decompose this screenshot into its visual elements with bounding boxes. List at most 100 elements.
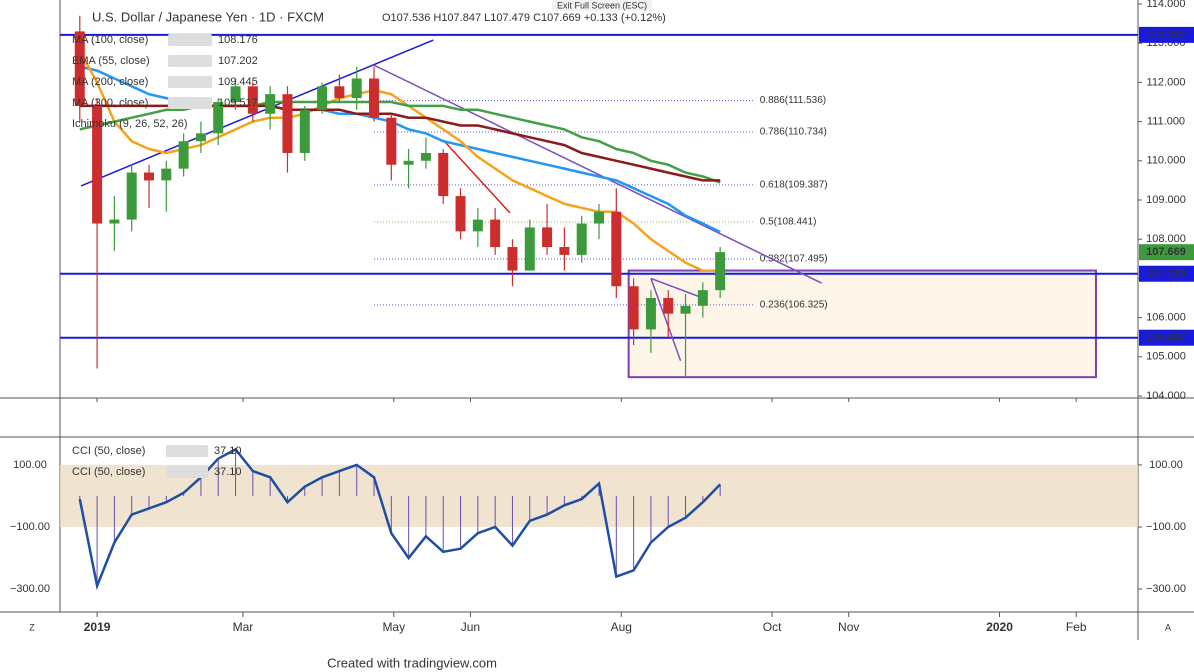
candle-body	[628, 286, 639, 330]
candle-body	[109, 219, 120, 224]
range-box	[627, 269, 1097, 379]
trendline	[650, 278, 682, 361]
candle-body	[715, 252, 726, 291]
candle-body	[178, 141, 189, 169]
y-tick-label-left: −300.00	[10, 583, 50, 595]
exit-text[interactable]: Exit Full Screen (ESC)	[557, 0, 647, 10]
candle-body	[559, 247, 570, 255]
candle-body	[144, 172, 155, 181]
y-tick-label: −300.00	[1146, 583, 1186, 595]
candle-body	[507, 247, 518, 271]
candle-body	[351, 78, 362, 99]
candle-body	[265, 94, 276, 114]
candle-body	[282, 94, 293, 153]
y-tick-label-left: −100.00	[10, 521, 50, 533]
fib-label: 0.5(108.441)	[760, 217, 817, 228]
x-tick-label: 2019	[84, 620, 111, 634]
cci-band	[60, 464, 1138, 527]
exit-button[interactable]	[552, 0, 652, 11]
chart-title: U.S. Dollar / Japanese Yen · 1D · FXCM	[92, 9, 324, 24]
x-tick-label: May	[382, 620, 405, 634]
price-tag-label: 107.119	[1146, 268, 1185, 280]
legend-icons	[168, 34, 212, 46]
trendline	[442, 139, 511, 214]
x-tick-label: Nov	[838, 620, 859, 634]
x-tick-label: 2020	[986, 620, 1013, 634]
legend-icons	[168, 76, 212, 88]
last-price-label: 107.669	[1146, 246, 1186, 258]
legend-value: 108.176	[218, 34, 258, 46]
candle-body	[299, 109, 310, 153]
footer: Created with tradingview.com	[327, 655, 497, 670]
price-tag	[1139, 265, 1194, 282]
fib-label: 0.236(106.325)	[760, 300, 828, 311]
legend-value: 109.517	[218, 97, 258, 109]
y-tick-label: 100.00	[1149, 459, 1183, 471]
candle-body	[317, 86, 328, 110]
y-tick-label-left: 100.00	[13, 459, 47, 471]
x-tick-label: Oct	[763, 620, 782, 634]
legend-name: CCI (50, close)	[72, 466, 145, 478]
x-tick-label: Feb	[1066, 620, 1087, 634]
candle-body	[420, 152, 431, 161]
legend-value: 37.10	[214, 466, 242, 478]
candle-body	[161, 168, 172, 181]
price-tag-label: 105.487	[1146, 332, 1186, 344]
candle-body	[697, 290, 708, 306]
candle-body	[386, 117, 397, 165]
y-tick-label: 106.000	[1146, 312, 1186, 324]
candle-body	[472, 219, 483, 232]
fib-label: 0.786(110.734)	[760, 127, 827, 138]
moving-average	[79, 100, 721, 184]
candle-body	[490, 219, 501, 248]
auto-button[interactable]: A	[1165, 622, 1171, 632]
legend-icons	[166, 445, 208, 457]
candle-body	[126, 172, 137, 220]
candle-body	[74, 31, 85, 106]
price-tag	[1139, 26, 1194, 43]
candle-body	[576, 223, 587, 255]
legend-icons	[168, 55, 212, 67]
fib-label: 0.886(111.536)	[760, 95, 826, 106]
y-tick-label: 108.000	[1146, 233, 1186, 245]
legend-value: 37.10	[214, 445, 242, 457]
y-tick-label: 109.000	[1146, 194, 1186, 206]
zoom-button[interactable]: Z	[29, 622, 35, 632]
y-tick-label: −100.00	[1146, 521, 1186, 533]
x-tick-label: Jun	[461, 620, 480, 634]
ohlc: O107.536 H107.847 L107.479 C107.669 +0.1…	[382, 12, 666, 24]
candle-body	[92, 105, 103, 224]
candle-body	[369, 78, 380, 118]
legend-name: Ichimoku (9, 26, 52, 26)	[72, 118, 188, 130]
legend-name: MA (300, close)	[72, 97, 148, 109]
fib-label: 0.618(109.387)	[760, 179, 828, 190]
candle-body	[611, 211, 622, 287]
candle-body	[334, 86, 345, 99]
y-tick-label: 105.000	[1146, 351, 1186, 363]
legend-name: MA (200, close)	[72, 76, 148, 88]
candle-body	[195, 133, 206, 142]
trendline	[373, 64, 822, 284]
candle-body	[230, 86, 241, 102]
price-tag	[1139, 329, 1194, 346]
candle-body	[542, 227, 553, 248]
candle-body	[524, 227, 535, 271]
cci-line	[78, 447, 722, 591]
candle-body	[403, 160, 414, 165]
price-tag-label: 113.212	[1146, 29, 1185, 41]
x-tick-label: Aug	[611, 620, 632, 634]
candle-body	[247, 86, 258, 114]
candle-body	[663, 298, 674, 314]
candle-body	[680, 305, 691, 314]
legend-icons	[168, 97, 212, 109]
y-tick-label: 104.000	[1146, 390, 1186, 402]
legend-value: 107.202	[218, 55, 258, 67]
last-price-tag	[1139, 244, 1194, 261]
y-tick-label: 112.000	[1147, 76, 1186, 88]
candle-body	[213, 102, 224, 134]
candle-body	[455, 196, 466, 232]
fib-label: 0.382(107.495)	[760, 254, 828, 265]
candle-body	[645, 298, 656, 330]
legend-icons	[166, 466, 208, 478]
